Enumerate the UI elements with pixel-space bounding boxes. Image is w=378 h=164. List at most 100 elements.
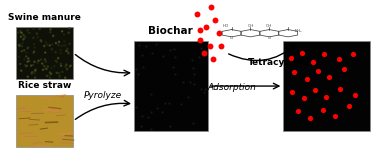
Point (27, 32, 33, 34)
Point (191, 73, 197, 75)
Point (197, 29, 203, 31)
Point (38, 58, 44, 61)
Point (43, 60, 49, 63)
Point (22, 64, 28, 67)
Point (20, 34, 26, 36)
Point (49, 67, 55, 69)
Point (62, 44, 68, 47)
Point (37, 28, 43, 30)
Point (162, 102, 168, 105)
Point (32, 70, 38, 72)
Point (147, 93, 153, 95)
Point (32, 72, 38, 74)
Point (17, 63, 23, 65)
Point (41, 45, 47, 47)
Point (25, 75, 31, 78)
Point (198, 46, 204, 49)
Point (161, 55, 167, 58)
Point (64, 50, 70, 52)
Point (338, 87, 344, 90)
Point (310, 61, 316, 64)
Point (51, 65, 57, 67)
Point (18, 35, 24, 38)
Point (167, 48, 174, 51)
Point (63, 63, 69, 66)
Point (65, 48, 71, 50)
Point (350, 53, 356, 56)
Point (43, 41, 49, 44)
Point (290, 90, 296, 93)
Point (203, 25, 209, 28)
Point (201, 51, 207, 54)
Point (25, 31, 31, 34)
Point (16, 56, 22, 58)
Point (68, 64, 74, 67)
Point (45, 65, 51, 68)
Point (23, 65, 29, 68)
Point (172, 48, 178, 51)
Point (15, 31, 21, 34)
Point (35, 36, 41, 39)
Point (42, 51, 48, 54)
Text: Rice straw: Rice straw (18, 81, 71, 90)
Point (21, 58, 27, 61)
Point (31, 46, 37, 49)
Point (47, 76, 53, 79)
Point (55, 57, 61, 59)
Point (194, 12, 200, 15)
Point (25, 47, 31, 50)
Point (30, 51, 36, 54)
Point (307, 116, 313, 119)
Point (198, 87, 204, 90)
Point (58, 49, 64, 51)
Point (352, 94, 358, 96)
Point (191, 82, 197, 85)
Point (38, 39, 44, 42)
Point (56, 44, 62, 46)
FancyBboxPatch shape (134, 41, 208, 131)
Point (48, 28, 54, 31)
Point (19, 50, 25, 52)
Point (38, 40, 44, 42)
Point (44, 43, 50, 46)
Point (153, 43, 159, 46)
Point (64, 68, 70, 71)
Point (208, 6, 214, 9)
Point (24, 65, 30, 67)
Point (20, 42, 26, 44)
Point (18, 31, 24, 34)
Point (187, 80, 193, 83)
Point (216, 32, 222, 35)
Point (135, 72, 141, 75)
Point (172, 72, 178, 75)
Text: NH₂: NH₂ (295, 29, 302, 33)
Point (47, 71, 53, 74)
Point (312, 89, 318, 92)
Point (332, 115, 338, 117)
Text: Tetracycline: Tetracycline (248, 58, 310, 67)
Point (29, 72, 35, 75)
Point (58, 62, 64, 65)
Point (31, 43, 37, 45)
Point (40, 69, 46, 71)
Point (190, 67, 196, 69)
Point (218, 45, 224, 48)
Point (139, 66, 146, 68)
Point (34, 32, 40, 35)
Point (61, 44, 67, 47)
Point (304, 77, 310, 80)
Point (299, 51, 305, 54)
Point (17, 45, 23, 47)
Point (53, 60, 59, 62)
Point (44, 75, 50, 77)
Text: Pyrolyze: Pyrolyze (84, 91, 122, 100)
Point (50, 34, 56, 37)
Point (32, 76, 38, 79)
Point (58, 45, 64, 47)
Point (178, 103, 184, 106)
Point (67, 27, 73, 30)
Point (67, 65, 73, 68)
Text: Biochar: Biochar (149, 26, 193, 36)
Point (54, 61, 60, 63)
Point (56, 40, 62, 43)
